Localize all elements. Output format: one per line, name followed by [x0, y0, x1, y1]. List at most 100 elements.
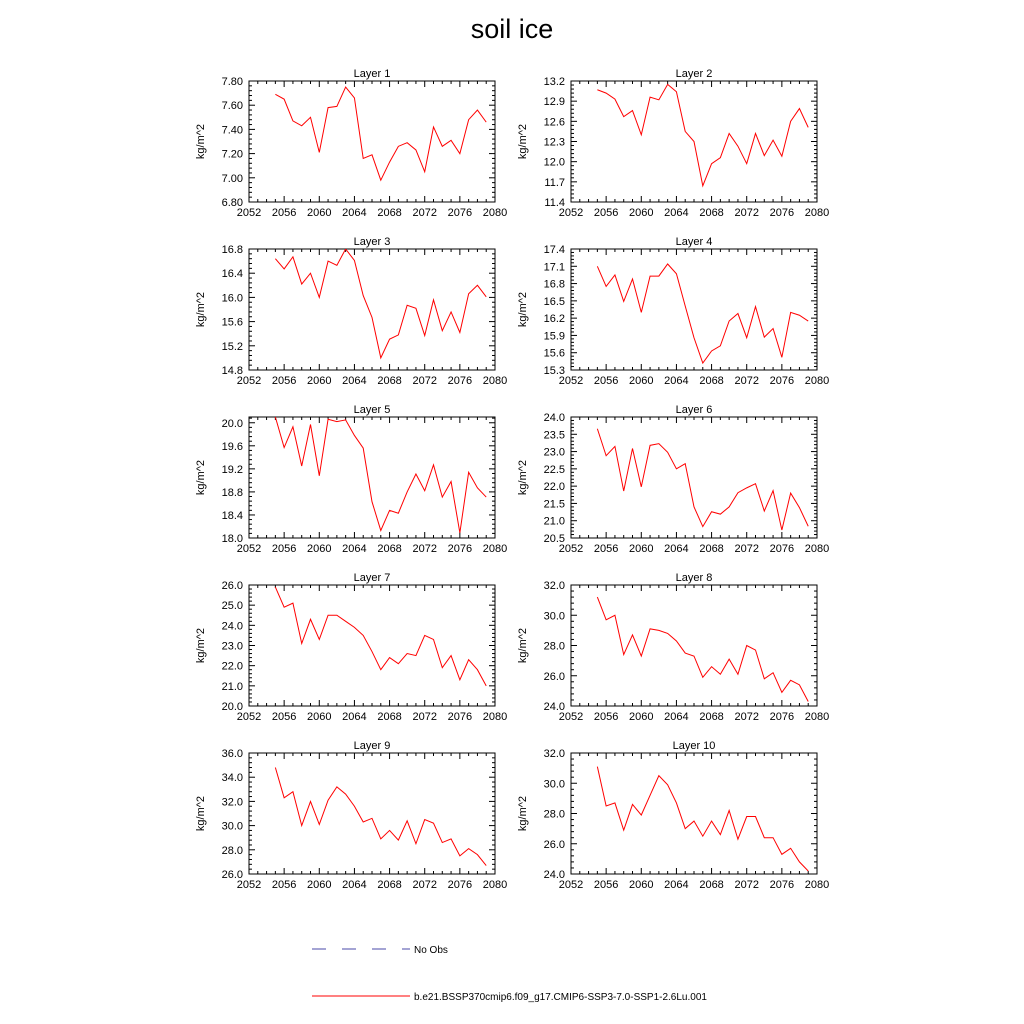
y-tick-label: 12.6 — [544, 116, 565, 128]
x-tick-label: 2068 — [377, 375, 401, 387]
panel-title: Layer 10 — [673, 740, 716, 752]
y-tick-label: 22.0 — [222, 661, 243, 673]
y-tick-label: 11.4 — [544, 197, 565, 209]
x-tick-label: 2076 — [770, 207, 794, 219]
y-axis-label: kg/m^2 — [517, 460, 529, 495]
y-tick-label: 24.0 — [544, 701, 565, 713]
y-tick-label: 14.8 — [222, 365, 243, 377]
y-tick-label: 12.3 — [544, 137, 565, 149]
y-tick-label: 7.40 — [222, 124, 243, 136]
y-tick-label: 30.0 — [544, 778, 565, 790]
x-tick-label: 2060 — [629, 879, 653, 891]
y-tick-label: 34.0 — [222, 772, 243, 784]
y-tick-label: 25.0 — [222, 600, 243, 612]
x-tick-label: 2072 — [412, 711, 436, 723]
y-tick-label: 15.2 — [222, 341, 243, 353]
series-line — [275, 86, 487, 182]
x-tick-label: 2072 — [412, 879, 436, 891]
y-tick-label: 12.9 — [544, 96, 565, 108]
y-axis-label: kg/m^2 — [195, 124, 207, 159]
y-tick-label: 21.0 — [544, 516, 565, 528]
y-tick-label: 7.80 — [222, 76, 243, 88]
y-tick-label: 26.0 — [222, 869, 243, 881]
x-tick-label: 2052 — [237, 375, 261, 387]
x-tick-label: 2076 — [448, 711, 472, 723]
x-tick-label: 2080 — [805, 543, 829, 555]
panel-title: Layer 1 — [354, 68, 391, 80]
x-tick-label: 2060 — [307, 543, 331, 555]
x-tick-label: 2064 — [342, 375, 366, 387]
panel-title: Layer 6 — [676, 404, 713, 416]
x-tick-label: 2076 — [448, 207, 472, 219]
x-tick-label: 2072 — [734, 207, 758, 219]
y-tick-label: 16.8 — [222, 244, 243, 256]
y-tick-label: 18.0 — [222, 533, 243, 545]
y-tick-label: 18.4 — [222, 510, 243, 522]
x-tick-label: 2076 — [448, 543, 472, 555]
chart-panel-layer-5: Layer 5 kg/m^2 2052 2056 2060 2064 2068 2072 207… — [195, 404, 507, 555]
x-tick-label: 2060 — [307, 879, 331, 891]
y-tick-label: 11.7 — [544, 177, 565, 189]
series-line — [274, 767, 487, 866]
panel-title: Layer 8 — [676, 572, 713, 584]
x-tick-label: 2068 — [699, 207, 723, 219]
chart-panel-layer-8: Layer 8 kg/m^2 2052 2056 2060 2064 2068 2072 207… — [517, 572, 829, 723]
x-tick-label: 2064 — [342, 543, 366, 555]
y-axis-label: kg/m^2 — [195, 796, 207, 831]
x-tick-label: 2072 — [412, 207, 436, 219]
y-tick-label: 16.4 — [222, 268, 243, 280]
chart-panel-layer-10: Layer 10 kg/m^2 2052 2056 2060 2064 2068 2072 20… — [517, 740, 829, 891]
panel-title: Layer 9 — [354, 740, 391, 752]
y-axis-label: kg/m^2 — [195, 628, 207, 663]
x-tick-label: 2052 — [559, 543, 583, 555]
x-tick-label: 2080 — [805, 879, 829, 891]
x-tick-label: 2072 — [734, 543, 758, 555]
x-tick-label: 2064 — [664, 375, 688, 387]
y-tick-label: 22.5 — [544, 464, 565, 476]
x-tick-label: 2052 — [559, 711, 583, 723]
y-axis-label: kg/m^2 — [195, 292, 207, 327]
plot-frame — [570, 416, 818, 539]
series-line — [596, 596, 809, 702]
plot-frame — [248, 752, 496, 875]
y-tick-label: 21.5 — [544, 498, 565, 510]
x-tick-label: 2056 — [272, 879, 296, 891]
y-tick-label: 24.0 — [544, 869, 565, 881]
legend: No Obs b.e21.BSSP370cmip6.f09_g17.CMIP6-S… — [312, 945, 707, 1003]
x-tick-label: 2064 — [664, 711, 688, 723]
x-tick-label: 2064 — [664, 543, 688, 555]
y-axis-label: kg/m^2 — [517, 796, 529, 831]
x-tick-label: 2072 — [412, 375, 436, 387]
x-tick-label: 2076 — [770, 375, 794, 387]
y-tick-label: 32.0 — [222, 796, 243, 808]
y-tick-label: 7.60 — [222, 100, 243, 112]
y-tick-label: 17.1 — [544, 261, 565, 273]
x-tick-label: 2080 — [483, 543, 507, 555]
y-tick-label: 26.0 — [544, 671, 565, 683]
y-tick-label: 30.0 — [544, 610, 565, 622]
y-tick-label: 19.6 — [222, 441, 243, 453]
x-tick-label: 2060 — [307, 375, 331, 387]
y-tick-label: 16.2 — [544, 313, 565, 325]
chart-panel-layer-4: Layer 4 kg/m^2 2052 2056 2060 2064 2068 2072 207… — [517, 236, 829, 387]
y-tick-label: 23.0 — [222, 641, 243, 653]
x-tick-label: 2060 — [629, 375, 653, 387]
series-line — [596, 428, 809, 531]
y-tick-label: 17.4 — [544, 244, 565, 256]
y-tick-label: 21.0 — [222, 681, 243, 693]
y-axis-label: kg/m^2 — [517, 292, 529, 327]
panel-title: Layer 4 — [676, 236, 713, 248]
y-tick-label: 18.8 — [222, 487, 243, 499]
chart-panel-layer-3: Layer 3 kg/m^2 2052 2056 2060 2064 2068 2072 207… — [195, 236, 507, 387]
y-tick-label: 13.2 — [544, 76, 565, 88]
y-tick-label: 15.6 — [544, 348, 565, 360]
y-tick-label: 26.0 — [222, 580, 243, 592]
series-line — [274, 249, 487, 360]
y-tick-label: 16.5 — [544, 296, 565, 308]
y-tick-label: 7.20 — [222, 149, 243, 161]
panel-title: Layer 7 — [354, 572, 391, 584]
x-tick-label: 2052 — [559, 375, 583, 387]
x-tick-label: 2068 — [377, 879, 401, 891]
y-axis-label: kg/m^2 — [195, 460, 207, 495]
x-tick-label: 2068 — [699, 543, 723, 555]
